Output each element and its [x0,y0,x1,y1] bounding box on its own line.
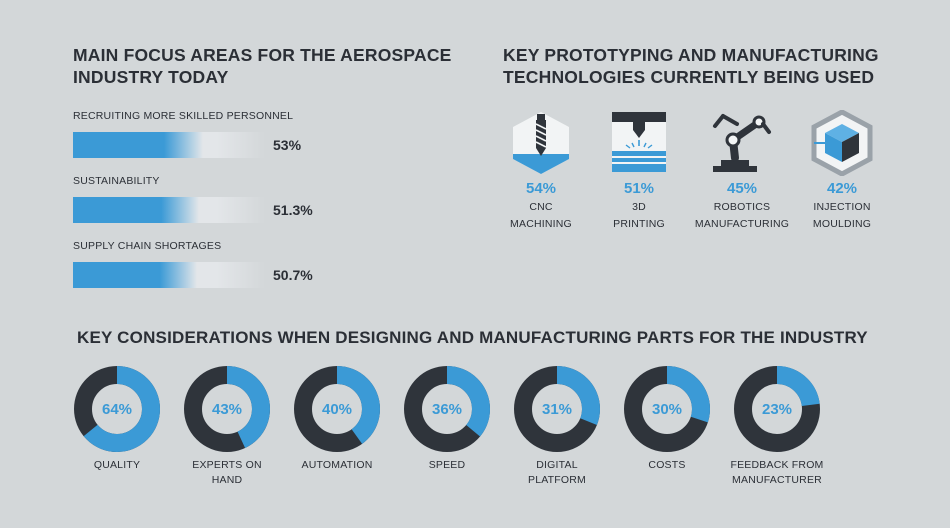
donut-category-label: DIGITAL [536,459,578,471]
3d-printer-icon [604,110,674,176]
considerations-title: KEY CONSIDERATIONS WHEN DESIGNING AND MA… [77,328,868,347]
bar-item: SUPPLY CHAIN SHORTAGES 50.7% [73,240,393,288]
tech-percent: 45% [726,180,758,197]
donut-value-label: 40% [322,401,352,418]
donut-chart: 40% [294,366,380,452]
donut-item: 64% QUALITY [62,366,172,473]
tech-percent: 42% [826,180,858,197]
donut-value-label: 36% [432,401,462,418]
tech-label-line2: PRINTING [613,218,665,230]
bar-fill [73,197,199,223]
donut-chart: 36% [404,366,490,452]
tech-percent: 51% [623,180,655,197]
injection-mould-cube-icon [807,109,877,177]
cnc-drill-icon [506,110,576,176]
tech-percent: 54% [525,180,557,197]
donut-category-label: QUALITY [93,459,141,471]
donut-chart: 23% [734,366,820,452]
donut-item: 31% DIGITAL PLATFORM [502,366,612,488]
tech-item-cnc: 54% CNC MACHINING [486,110,596,232]
donut-item: 23% FEEDBACK FROM MANUFACTURER [722,366,832,488]
technologies-title: KEY PROTOTYPING AND MANUFACTURING TECHNO… [503,45,879,87]
bar-item: SUSTAINABILITY 51.3% [73,175,393,223]
donut-category-label: SPEED [428,459,466,471]
donut-slice [514,366,600,452]
donut-category-label: MANUFACTURER [732,474,822,486]
donut-slice [294,366,380,452]
donut-category-label: HAND [211,474,243,486]
donut-item: 36% SPEED [392,366,502,473]
tech-label-line1: ROBOTICS [713,201,771,213]
bar-value-label: 51.3% [273,202,313,218]
tech-label-line2: MOULDING [812,218,872,230]
tech-item-3d-printing: 51% 3D PRINTING [584,110,694,232]
tech-label-line1: INJECTION [813,201,871,213]
donut-category-label: COSTS [648,459,686,471]
bar-value-label: 53% [273,137,302,153]
donut-chart: 31% [514,366,600,452]
tech-label-line1: 3D [632,201,646,213]
bar-category-label: SUPPLY CHAIN SHORTAGES [73,240,222,252]
donut-value-label: 43% [212,401,242,418]
donut-category-label: FEEDBACK FROM [730,459,824,471]
donut-value-label: 23% [762,401,792,418]
donut-item: 43% EXPERTS ON HAND [172,366,282,488]
bar-fill [73,132,203,158]
donut-value-label: 31% [542,401,572,418]
tech-label-line2: MACHINING [510,218,572,230]
donut-item: 40% AUTOMATION [282,366,392,473]
bar-value-label: 50.7% [273,267,313,283]
donut-chart: 30% [624,366,710,452]
tech-item-robotics: 45% ROBOTICS MANUFACTURING [687,110,797,232]
donut-category-label: AUTOMATION [301,459,373,471]
donut-value-label: 30% [652,401,682,418]
donut-slice [624,366,710,452]
donut-chart: 43% [184,366,270,452]
donut-value-label: 64% [102,401,132,418]
donut-category-label: EXPERTS ON [192,459,262,471]
donut-slice [734,366,820,452]
focus-areas-title: MAIN FOCUS AREAS FOR THE AEROSPACE INDUS… [73,45,452,87]
bar-category-label: SUSTAINABILITY [73,175,160,187]
tech-label-line2: MANUFACTURING [694,218,790,230]
donut-slice [74,366,160,452]
donut-slice [184,366,270,452]
donut-chart: 64% [74,366,160,452]
tech-label-line1: CNC [529,201,553,213]
donut-slice [404,366,490,452]
bar-fill [73,262,197,288]
donut-item: 30% COSTS [612,366,722,473]
robot-arm-icon [707,110,777,176]
bar-item: RECRUITING MORE SKILLED PERSONNEL 53% [73,110,393,158]
bar-category-label: RECRUITING MORE SKILLED PERSONNEL [73,110,294,122]
donut-category-label: PLATFORM [528,474,586,486]
tech-item-injection-moulding: 42% INJECTION MOULDING [787,109,897,232]
